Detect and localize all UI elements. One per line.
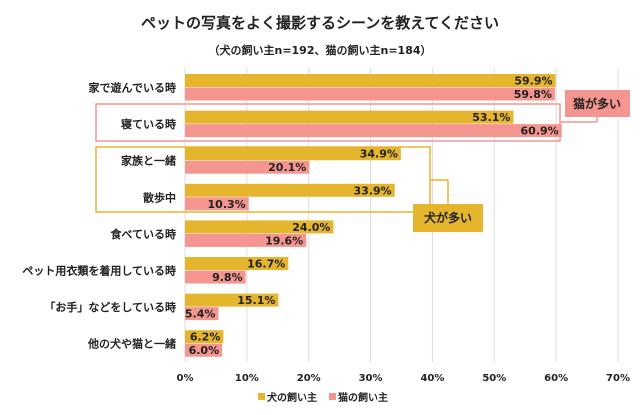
x-tick-label: 40% [420,373,444,384]
cat-more-badge [565,90,630,117]
data-label: 34.9% [360,148,398,161]
data-label: 16.7% [247,258,285,271]
data-label: 19.6% [265,234,303,247]
legend-label: 猫の飼い主 [338,391,388,404]
category-label: 家で遊んでいる時 [89,81,176,95]
data-label: 9.8% [212,271,243,284]
bar-dog [185,183,395,197]
data-label: 60.9% [521,125,559,138]
bar-cat [185,343,223,357]
data-label: 20.1% [268,161,306,174]
category-label: 食べている時 [110,227,176,241]
data-label: 59.9% [514,75,552,88]
bar-cat [185,87,555,101]
bar-dog [185,220,334,234]
category-label: 他の犬や猫と一緒 [87,337,176,351]
bar-dog [185,74,556,87]
data-label: 6.0% [189,344,220,357]
data-label: 33.9% [354,184,392,197]
x-tick-label: 10% [235,373,259,384]
bar-dog [185,330,224,344]
cat-more-label: 猫が多い [573,96,621,111]
bar-cat [185,124,562,138]
x-tick-label: 70% [606,373,630,384]
data-label: 15.1% [237,294,275,307]
data-label: 5.4% [185,308,216,321]
category-label: 「お手」などをしている時 [44,300,176,314]
bar-cat [185,270,246,284]
x-tick-label: 60% [544,373,568,384]
dog-more-label: 犬が多い [424,210,472,225]
bar-dog [185,147,401,161]
chart-subtitle: （犬の飼い主n=192、猫の飼い主n=184） [208,43,431,57]
category-label: ペット用衣類を着用している時 [22,264,176,278]
bar-cat [185,197,249,211]
chart-title: ペットの写真をよく撮影するシーンを教えてください [141,14,499,32]
legend-label: 犬の飼い主 [267,391,317,404]
bar-dog [185,293,279,307]
bar-cat [185,160,310,174]
legend-swatch [258,393,265,400]
legend-swatch [329,393,336,400]
bar-cat [185,233,307,247]
data-label: 10.3% [208,198,246,211]
category-label: 散歩中 [143,190,176,204]
x-tick-label: 20% [297,373,321,384]
category-label: 家族と一緒 [121,154,176,168]
bar-dog [185,110,514,124]
data-label: 6.2% [190,331,221,344]
data-label: 59.8% [514,88,552,101]
data-label: 53.1% [472,111,510,124]
x-tick-label: 0% [177,373,194,384]
x-tick-label: 30% [359,373,383,384]
dog-more-badge [413,204,483,232]
category-label: 寝ている時 [121,117,176,131]
data-label: 24.0% [292,221,330,234]
bar-dog [185,257,289,270]
x-tick-label: 50% [482,373,506,384]
bar-cat [185,307,219,321]
